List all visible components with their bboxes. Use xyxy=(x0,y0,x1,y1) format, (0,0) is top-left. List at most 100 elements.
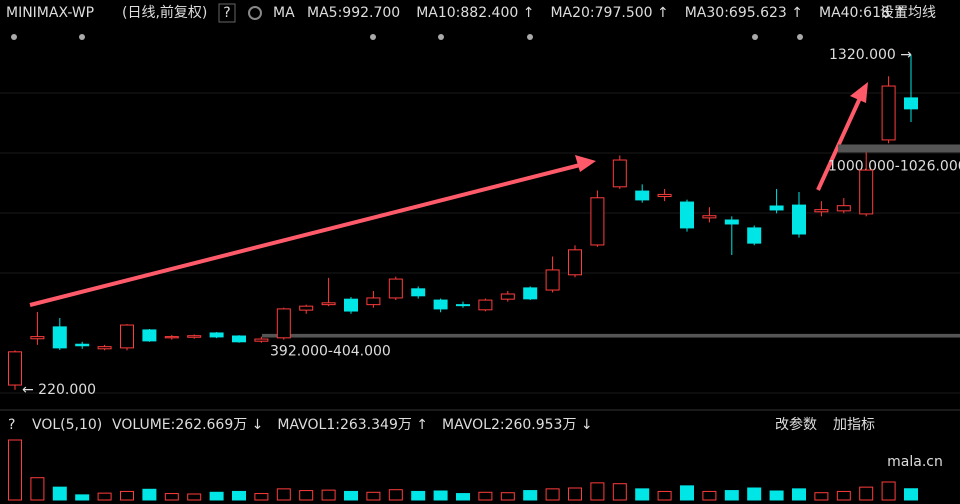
candle-body xyxy=(254,338,269,342)
volume-title: VOL(5,10) xyxy=(32,417,102,433)
price-zone xyxy=(262,333,960,338)
chart-title: MINIMAX-WP xyxy=(6,5,94,21)
volume-bar xyxy=(904,488,918,501)
volume-bar xyxy=(702,490,717,501)
volume-bar xyxy=(881,481,896,501)
settings-icon[interactable] xyxy=(248,6,262,20)
volume-bar xyxy=(792,488,806,501)
volume-bar xyxy=(321,489,336,501)
candle-body xyxy=(97,346,112,350)
candle-body xyxy=(904,97,918,110)
candle-body xyxy=(657,193,672,198)
candle-body xyxy=(8,351,22,386)
volume-bar xyxy=(433,490,448,501)
button[interactable]: 加指标 xyxy=(833,417,875,433)
volume-bar xyxy=(120,490,134,501)
event-icons xyxy=(11,34,803,40)
candle-body xyxy=(747,227,762,244)
volume-bar xyxy=(232,490,246,501)
watermark: mala.cn xyxy=(887,454,943,470)
candle-body xyxy=(500,293,515,300)
candle-body xyxy=(276,308,291,339)
candle-body xyxy=(411,288,426,297)
candle-body xyxy=(881,85,896,141)
candle-body xyxy=(433,299,448,310)
candle-body xyxy=(545,269,560,291)
candle-body xyxy=(75,343,90,347)
volume-title: ? xyxy=(8,417,15,433)
trend-arrows xyxy=(29,82,868,307)
grid xyxy=(0,92,960,411)
volume-bar xyxy=(724,490,739,501)
volume-bar xyxy=(836,490,851,501)
zone-label: 1000.000-1026.000 xyxy=(828,158,960,174)
candle-body xyxy=(209,332,224,338)
zone-label: 392.000-404.000 xyxy=(270,344,391,360)
candle-body xyxy=(680,201,694,229)
price-zone xyxy=(838,144,960,153)
volume-bar xyxy=(411,490,426,501)
volume-bar xyxy=(859,486,874,501)
ma-value: MA10:882.400 ↑ xyxy=(416,5,534,21)
volume-bar xyxy=(523,490,538,501)
volume-bar xyxy=(344,490,358,501)
volume-bar xyxy=(276,488,291,501)
candle-body xyxy=(344,298,358,312)
candle-body xyxy=(859,169,874,215)
candle-body xyxy=(702,215,717,219)
candle-body xyxy=(523,287,538,300)
candle-body xyxy=(30,336,45,340)
help-box[interactable] xyxy=(218,3,236,23)
volume-value: VOLUME:262.669万 ↓ xyxy=(112,417,263,433)
volume-bar xyxy=(500,492,515,501)
ma-value: MA20:797.500 ↑ xyxy=(550,5,668,21)
volume-value: MAVOL2:260.953万 ↓ xyxy=(442,417,593,433)
volume-bar xyxy=(478,491,493,501)
candle-body xyxy=(724,219,739,225)
candle-body xyxy=(299,305,314,311)
volume-bar xyxy=(769,490,784,501)
high-label: 1320.000 → xyxy=(829,47,912,63)
candle-body xyxy=(769,205,784,211)
candle-body xyxy=(120,324,134,349)
candle-body xyxy=(612,159,627,188)
candle-body xyxy=(836,205,851,212)
volume-value: MAVOL1:263.349万 ↑ xyxy=(277,417,428,433)
volume-bar xyxy=(30,477,45,501)
volume-bar xyxy=(97,492,112,501)
volume-bar xyxy=(635,488,650,501)
candle-body xyxy=(568,249,582,276)
candle-body xyxy=(590,197,605,246)
ma-setting[interactable]: 设置均线 xyxy=(880,5,936,21)
candle-body xyxy=(164,336,179,339)
low-label: ← 220.000 xyxy=(22,382,96,398)
candle-body xyxy=(478,299,493,311)
candle-body xyxy=(187,335,202,338)
button[interactable]: 改参数 xyxy=(775,416,817,433)
volume-bar xyxy=(187,493,202,501)
candle-body xyxy=(814,209,829,213)
candle-body xyxy=(232,335,246,343)
header: MINIMAX-WP (日线,前复权) ? MA 设置均线 ? VOL(5,10… xyxy=(6,3,943,470)
ma-label: MA xyxy=(273,5,295,21)
subtitle: (日线,前复权) xyxy=(122,4,207,21)
volume-bar xyxy=(747,487,762,501)
candle-body xyxy=(456,304,470,307)
volume-bar xyxy=(545,488,560,501)
volume-bar xyxy=(254,493,269,501)
volume-bar xyxy=(388,489,403,501)
help[interactable]: ? xyxy=(223,5,230,21)
volume-bar xyxy=(657,490,672,501)
candle-body xyxy=(321,302,336,306)
volume-bar xyxy=(612,483,627,501)
volume-bar xyxy=(209,491,224,501)
volume-bar xyxy=(299,490,314,501)
volume-bar xyxy=(590,482,605,501)
volume-bar xyxy=(8,439,22,501)
ma-value: MA40:618 ↑ xyxy=(819,5,906,21)
candle-body xyxy=(792,204,806,235)
candle-body xyxy=(142,329,157,342)
volume-bar xyxy=(568,487,582,501)
volume-bar xyxy=(52,486,67,501)
